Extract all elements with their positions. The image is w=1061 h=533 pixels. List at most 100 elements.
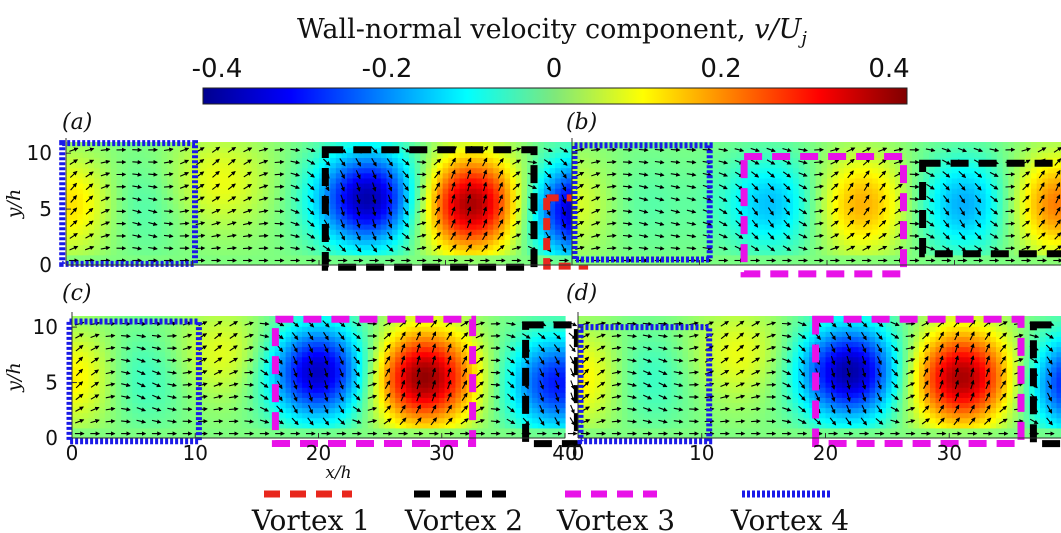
velocity-arrow xyxy=(720,332,729,340)
velocity-arrow xyxy=(591,159,601,165)
velocity-arrow xyxy=(431,331,437,341)
velocity-arrow xyxy=(1039,194,1045,204)
velocity-arrow xyxy=(751,171,760,178)
velocity-arrow xyxy=(446,331,452,341)
velocity-arrow xyxy=(814,159,824,165)
velocity-arrow xyxy=(642,321,653,327)
velocity-arrow xyxy=(1005,209,1016,214)
velocity-arrow xyxy=(627,358,637,363)
velocity-arrow xyxy=(846,392,851,403)
velocity-arrow xyxy=(308,380,313,390)
velocity-arrow xyxy=(751,394,761,399)
velocity-arrow xyxy=(923,355,929,365)
velocity-arrow xyxy=(227,245,237,251)
velocity-arrow xyxy=(877,380,882,390)
velocity-arrow xyxy=(638,209,649,214)
velocity-arrow xyxy=(148,184,158,190)
velocity-arrow xyxy=(782,171,792,178)
velocity-arrow xyxy=(1047,380,1052,390)
velocity-arrow xyxy=(274,172,285,177)
velocity-arrow xyxy=(69,159,79,165)
velocity-arrow xyxy=(497,158,504,167)
velocity-arrow xyxy=(482,193,488,204)
velocity-arrow xyxy=(75,368,84,377)
velocity-arrow xyxy=(861,380,867,390)
velocity-arrow xyxy=(954,355,959,365)
velocity-arrow xyxy=(555,392,560,402)
velocity-arrow xyxy=(814,196,824,202)
velocity-arrow xyxy=(559,147,569,153)
velocity-arrow xyxy=(767,207,774,216)
velocity-arrow xyxy=(258,196,269,201)
velocity-arrow xyxy=(654,147,665,153)
velocity-arrow xyxy=(260,357,269,364)
velocity-arrow xyxy=(306,147,316,153)
velocity-arrow xyxy=(797,321,807,327)
velocity-arrow xyxy=(512,207,521,215)
velocity-arrow xyxy=(925,147,936,153)
velocity-arrow xyxy=(704,394,715,400)
velocity-arrow xyxy=(244,358,255,363)
velocity-arrow xyxy=(989,171,999,177)
velocity-arrow xyxy=(596,357,606,364)
velocity-arrow xyxy=(69,170,78,178)
velocity-arrow xyxy=(497,219,504,228)
velocity-arrow xyxy=(959,207,965,216)
velocity-arrow xyxy=(926,195,935,203)
velocity-arrow xyxy=(591,245,601,251)
velocity-arrow xyxy=(179,221,190,226)
velocity-arrow xyxy=(689,370,699,375)
velocity-arrow xyxy=(401,147,411,153)
velocity-arrow xyxy=(383,332,392,340)
velocity-arrow xyxy=(1055,206,1061,216)
velocity-arrow xyxy=(658,321,669,327)
velocity-arrow xyxy=(782,159,792,165)
velocity-arrow xyxy=(339,170,345,180)
velocity-arrow xyxy=(476,357,484,364)
velocity-arrow xyxy=(243,208,253,214)
velocity-arrow xyxy=(497,169,504,179)
velocity-arrow xyxy=(69,245,79,251)
velocity-arrow xyxy=(781,419,792,424)
velocity-arrow xyxy=(570,368,575,378)
velocity-arrow xyxy=(308,368,313,378)
velocity-arrow xyxy=(925,246,936,251)
velocity-arrow xyxy=(686,160,697,165)
velocity-arrow xyxy=(290,209,300,214)
velocity-arrow xyxy=(151,333,162,339)
velocity-arrow xyxy=(622,246,633,251)
velocity-arrow xyxy=(243,196,253,202)
velocity-arrow xyxy=(702,147,713,153)
velocity-arrow xyxy=(467,181,472,192)
velocity-arrow xyxy=(227,146,237,153)
velocity-arrow xyxy=(751,370,761,375)
velocity-vectors xyxy=(74,319,578,436)
velocity-arrow xyxy=(213,394,224,399)
velocity-arrow xyxy=(846,380,851,390)
velocity-arrow xyxy=(85,207,94,215)
velocity-arrow xyxy=(1005,196,1016,202)
velocity-arrow xyxy=(198,382,208,387)
velocity-arrow xyxy=(370,244,378,253)
velocity-arrow xyxy=(100,159,111,165)
velocity-arrow xyxy=(720,344,729,352)
velocity-arrow xyxy=(638,221,649,226)
velocity-arrow xyxy=(878,159,887,166)
velocity-arrow xyxy=(670,147,681,153)
velocity-arrow xyxy=(766,345,777,351)
velocity-arrow xyxy=(506,334,516,339)
velocity-arrow xyxy=(163,209,174,214)
velocity-arrow xyxy=(658,333,668,339)
velocity-arrow xyxy=(654,184,665,190)
velocity-arrow xyxy=(136,382,146,388)
velocity-arrow xyxy=(654,233,665,239)
x-tick-label: 20 xyxy=(813,441,838,465)
velocity-arrow xyxy=(575,221,585,227)
velocity-arrow xyxy=(1045,344,1054,352)
velocity-arrow xyxy=(90,406,100,412)
velocity-arrow xyxy=(673,382,684,388)
velocity-arrow xyxy=(876,405,883,414)
velocity-arrow xyxy=(450,218,456,228)
velocity-arrow xyxy=(686,172,697,177)
velocity-arrow xyxy=(308,355,313,366)
